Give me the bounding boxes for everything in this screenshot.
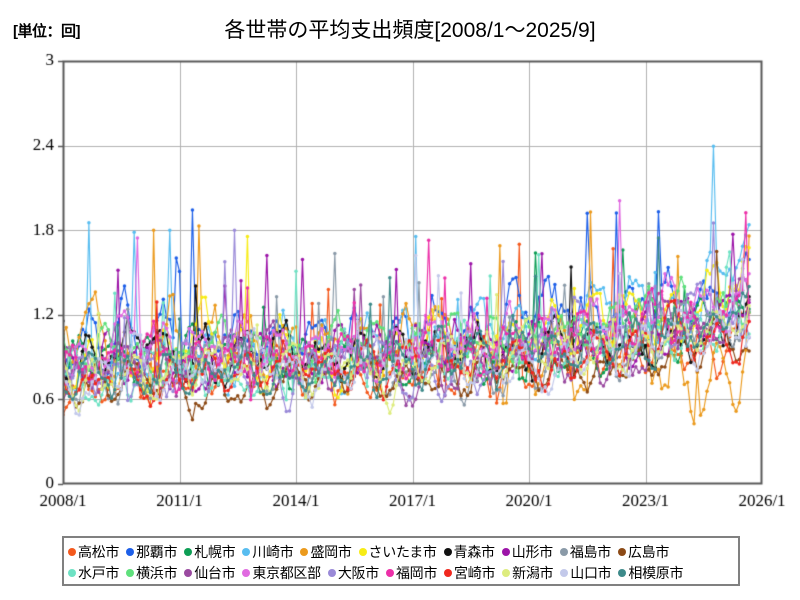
legend-marker-icon: [617, 547, 626, 556]
legend-marker-icon: [126, 547, 135, 556]
legend-item-高松市[interactable]: 高松市: [68, 542, 119, 562]
legend-item-相模原市[interactable]: 相模原市: [618, 563, 683, 583]
legend-marker-icon: [560, 568, 569, 577]
legend-marker-icon: [559, 547, 568, 556]
legend-label: 那覇市: [136, 543, 178, 560]
legend-label: 高松市: [78, 543, 120, 560]
legend-marker-icon: [385, 568, 394, 577]
legend-marker-icon: [242, 547, 251, 556]
legend-label: 福島市: [569, 543, 611, 560]
legend-item-水戸市[interactable]: 水戸市: [68, 563, 119, 583]
legend-label: 大阪市: [337, 564, 379, 581]
legend-label: さいたま市: [368, 543, 437, 560]
legend-label: 札幌市: [194, 543, 236, 560]
legend-row-2: 水戸市 横浜市 仙台市 東京都区部 大阪市 福岡市 宮崎市 新潟市 山口市 相模原市: [68, 562, 734, 583]
legend-item-福岡市[interactable]: 福岡市: [385, 563, 438, 583]
legend-marker-icon: [502, 568, 511, 577]
legend-item-仙台市[interactable]: 仙台市: [184, 563, 236, 583]
legend-marker-icon: [444, 568, 453, 577]
legend-item-山口市[interactable]: 山口市: [560, 563, 612, 583]
legend-marker-icon: [184, 547, 193, 556]
legend-marker-icon: [242, 568, 251, 577]
legend-marker-icon: [184, 568, 193, 577]
legend-label: 仙台市: [194, 564, 236, 581]
chart-legend: 高松市 那覇市 札幌市 川崎市 盛岡市 さいたま市 青森市 山形市 福島市 広島市 水戸市 横浜市仙…: [62, 536, 740, 586]
legend-label: 新潟市: [512, 564, 554, 581]
legend-item-盛岡市[interactable]: 盛岡市: [300, 542, 352, 562]
legend-item-川崎市[interactable]: 川崎市: [242, 542, 294, 562]
legend-item-那覇市[interactable]: 那覇市: [126, 542, 178, 562]
legend-label: 横浜市: [136, 564, 178, 581]
legend-marker-icon: [68, 568, 76, 577]
legend-row-1: 高松市 那覇市 札幌市 川崎市 盛岡市 さいたま市 青森市 山形市 福島市 広島市: [68, 541, 734, 562]
legend-marker-icon: [300, 547, 309, 556]
legend-label: 川崎市: [252, 543, 294, 560]
legend-item-札幌市[interactable]: 札幌市: [184, 542, 236, 562]
legend-label: 宮崎市: [454, 564, 496, 581]
legend-item-宮崎市[interactable]: 宮崎市: [444, 563, 495, 583]
legend-item-山形市[interactable]: 山形市: [501, 542, 553, 562]
legend-label: 福岡市: [395, 564, 438, 581]
legend-marker-icon: [443, 547, 452, 556]
legend-item-広島市[interactable]: 広島市: [617, 542, 670, 562]
legend-label: 相模原市: [628, 564, 684, 581]
legend-label: 広島市: [627, 543, 670, 560]
legend-marker-icon: [358, 547, 367, 556]
legend-label: 山形市: [511, 543, 553, 560]
legend-item-さいたま市[interactable]: さいたま市: [358, 542, 437, 562]
legend-label: 水戸市: [78, 564, 120, 581]
legend-marker-icon: [126, 568, 135, 577]
legend-item-青森市[interactable]: 青森市: [443, 542, 495, 562]
legend-marker-icon: [501, 547, 510, 556]
legend-label: 山口市: [570, 564, 612, 581]
legend-marker-icon: [327, 568, 336, 577]
legend-item-東京都区部[interactable]: 東京都区部: [242, 563, 321, 583]
legend-label: 青森市: [453, 543, 495, 560]
legend-item-横浜市[interactable]: 横浜市: [126, 563, 178, 583]
legend-label: 盛岡市: [310, 543, 352, 560]
legend-item-大阪市[interactable]: 大阪市: [327, 563, 379, 583]
legend-marker-icon: [618, 568, 627, 577]
legend-label: 東京都区部: [252, 564, 321, 581]
legend-item-新潟市[interactable]: 新潟市: [502, 563, 554, 583]
legend-marker-icon: [68, 547, 76, 556]
legend-item-福島市[interactable]: 福島市: [559, 542, 611, 562]
